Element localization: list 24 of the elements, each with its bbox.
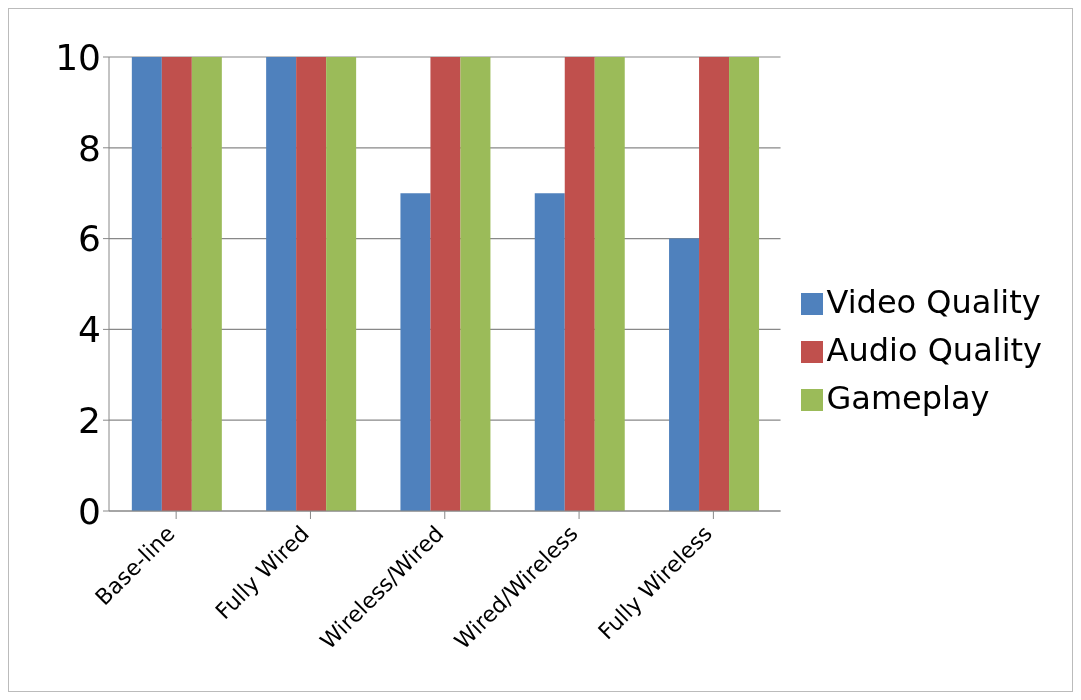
y-tick-label: 2 [78,399,101,441]
legend-label: Gameplay [826,379,990,417]
bar [161,57,192,511]
y-tick-label: 0 [78,490,101,532]
bar [534,193,565,511]
bar [669,238,700,511]
bar [564,57,595,511]
bar [594,57,625,511]
y-tick-label: 8 [78,127,101,169]
y-tick-label: 4 [78,309,101,351]
bar [699,57,730,511]
bar [191,57,222,511]
legend-label: Video Quality [826,283,1041,321]
bar [400,193,431,511]
bar [326,57,357,511]
bar [460,57,491,511]
bar [131,57,162,511]
bar [729,57,760,511]
y-tick-label: 6 [78,218,101,260]
bar [296,57,327,511]
bar [266,57,297,511]
y-tick-label: 10 [55,36,101,78]
bar [430,57,461,511]
legend-label: Audio Quality [826,331,1042,369]
